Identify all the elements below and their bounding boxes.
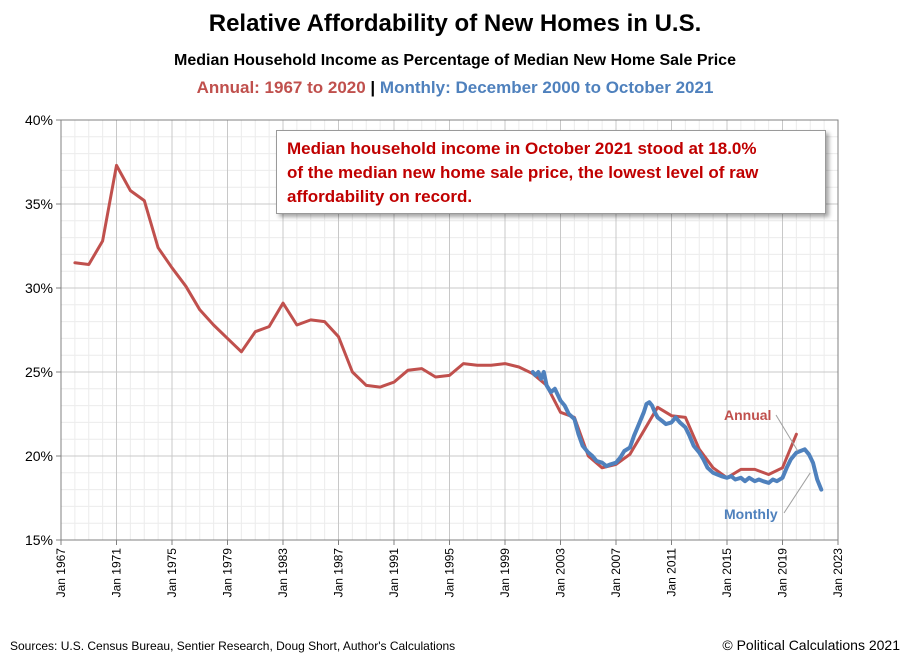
sources-note: Sources: U.S. Census Bureau, Sentier Res…	[10, 639, 456, 653]
y-tick-label: 30%	[25, 280, 53, 296]
callout-leader-monthly	[783, 472, 811, 514]
callout-label-annual: Annual	[724, 407, 771, 423]
period-line: Annual: 1967 to 2020 | Monthly: December…	[0, 78, 910, 98]
series-layer	[73, 163, 824, 492]
annotation-line-3: affordability on record.	[287, 187, 473, 206]
x-tick-label: Jan 1979	[221, 548, 235, 598]
copyright-note: © Political Calculations 2021	[722, 637, 900, 653]
y-tick-label: 20%	[25, 448, 53, 464]
period-monthly: Monthly: December 2000 to October 2021	[379, 78, 714, 97]
annotation-box: Median household income in October 2021 …	[276, 130, 826, 214]
callout-label-monthly: Monthly	[724, 506, 778, 522]
x-tick-label: Jan 1987	[332, 548, 346, 598]
y-tick-label: 25%	[25, 364, 53, 380]
y-axis: 15% 20% 25% 30% 35% 40%	[25, 112, 61, 548]
x-tick-label: Jan 1983	[276, 548, 290, 598]
series-callouts: Annual Monthly	[724, 407, 811, 522]
x-tick-label: Jan 1975	[165, 548, 179, 598]
chart-subtitle: Median Household Income as Percentage of…	[174, 52, 736, 69]
y-tick-label: 35%	[25, 196, 53, 212]
callout-leader-annual	[775, 414, 799, 452]
series-line-monthly	[530, 370, 824, 492]
x-tick-label: Jan 1999	[498, 548, 512, 598]
annotation-line-2: of the median new home sale price, the l…	[287, 163, 759, 182]
x-tick-label: Jan 2019	[776, 548, 790, 598]
annotation-line-1: Median household income in October 2021 …	[287, 139, 757, 158]
x-tick-label: Jan 1991	[387, 548, 401, 598]
x-tick-label: Jan 2023	[831, 548, 845, 598]
x-tick-label: Jan 1967	[54, 548, 68, 598]
x-tick-label: Jan 1971	[110, 548, 124, 598]
x-tick-label: Jan 2015	[720, 548, 734, 598]
x-tick-label: Jan 2003	[554, 548, 568, 598]
x-tick-label: Jan 2011	[665, 548, 679, 597]
x-tick-label: Jan 2007	[609, 548, 623, 598]
x-tick-label: Jan 1995	[443, 548, 457, 598]
period-separator: |	[370, 78, 376, 97]
chart-title: Relative Affordability of New Homes in U…	[208, 10, 702, 37]
period-annual: Annual: 1967 to 2020	[196, 78, 366, 97]
y-tick-label: 40%	[25, 112, 53, 128]
y-tick-label: 15%	[25, 532, 53, 548]
x-axis: Jan 1967 Jan 1971 Jan 1975 Jan 1979 Jan 1983…	[54, 540, 845, 597]
